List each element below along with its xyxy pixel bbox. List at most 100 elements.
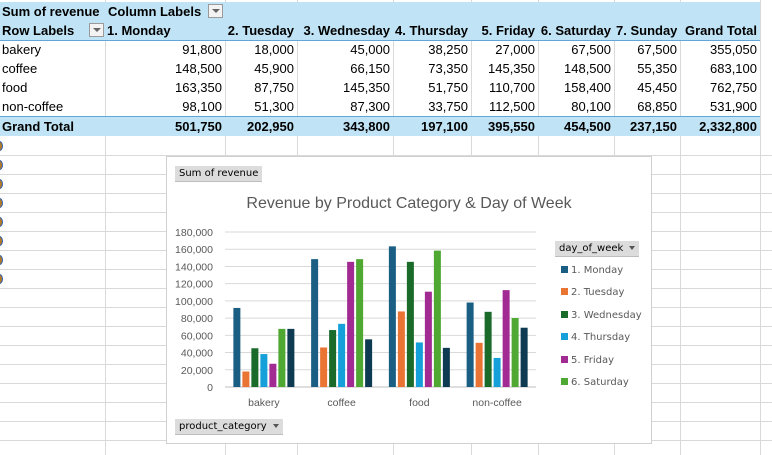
value-cell[interactable]: 148,500 — [564, 61, 611, 76]
x-tick-label: coffee — [327, 397, 356, 409]
value-cell[interactable]: 355,050 — [710, 42, 757, 57]
grand-total-row: Grand Total 501,750 202,950 343,800 197,100… — [0, 116, 760, 136]
value-cell[interactable]: 66,150 — [350, 61, 390, 76]
value-cell[interactable]: 87,750 — [254, 80, 294, 95]
bar-coffee-thursday[interactable] — [338, 323, 346, 387]
column-labels-filter-dropdown[interactable] — [208, 4, 223, 18]
bar-bakery-wednesday[interactable] — [251, 348, 259, 387]
legend-item[interactable]: 3. Wednesday — [561, 309, 642, 323]
bar-bakery-friday[interactable] — [269, 363, 277, 387]
row-labels-filter-dropdown[interactable] — [89, 23, 104, 37]
pivot-chart[interactable]: Sum of revenue Revenue by Product Catego… — [166, 156, 652, 444]
grand-total-cell[interactable]: 501,750 — [175, 119, 222, 134]
legend-swatch-icon — [561, 355, 568, 363]
bar-bakery-monday[interactable] — [233, 307, 241, 387]
value-cell[interactable]: 91,800 — [182, 42, 222, 57]
column-header: 2. Tuesday — [227, 23, 294, 38]
value-cell[interactable]: 33,750 — [428, 99, 468, 114]
bar-coffee-friday[interactable] — [347, 261, 355, 387]
y-tick-label: 100,000 — [175, 296, 213, 308]
legend-item[interactable]: 4. Thursday — [561, 331, 630, 345]
y-tick-label: 140,000 — [175, 261, 213, 273]
value-cell[interactable]: 55,350 — [637, 61, 677, 76]
value-cell[interactable]: 145,350 — [488, 61, 535, 76]
grand-total-cell[interactable]: 454,500 — [564, 119, 611, 134]
value-field-button[interactable]: Sum of revenue — [175, 166, 263, 182]
value-cell[interactable]: 27,000 — [495, 42, 535, 57]
y-tick-label: 60,000 — [181, 330, 213, 342]
bar-food-saturday[interactable] — [433, 250, 441, 387]
value-cell[interactable]: 67,500 — [637, 42, 677, 57]
value-cell[interactable]: 38,250 — [428, 42, 468, 57]
legend-field-button-label: day_of_week — [559, 243, 624, 254]
bar-non-coffee-wednesday[interactable] — [484, 311, 492, 387]
legend-field-button[interactable]: day_of_week — [555, 241, 640, 257]
row-label[interactable]: food — [2, 80, 28, 95]
value-cell[interactable]: 145,350 — [343, 80, 390, 95]
column-header: 6. Saturday — [540, 23, 611, 38]
value-cell[interactable]: 148,500 — [175, 61, 222, 76]
row-label[interactable]: non-coffee — [2, 99, 64, 114]
value-cell[interactable]: 110,700 — [488, 80, 535, 95]
bar-bakery-saturday[interactable] — [278, 328, 286, 387]
y-tick-label: 20,000 — [181, 365, 213, 377]
grand-total-cell[interactable]: 202,950 — [247, 119, 294, 134]
value-cell[interactable]: 683,100 — [710, 61, 757, 76]
bar-non-coffee-monday[interactable] — [466, 302, 474, 387]
bar-food-sunday[interactable] — [442, 347, 450, 387]
grand-total-cell[interactable]: 395,550 — [488, 119, 535, 134]
value-cell[interactable]: 531,900 — [710, 99, 757, 114]
bar-bakery-tuesday[interactable] — [242, 371, 250, 388]
bar-non-coffee-thursday[interactable] — [493, 357, 501, 387]
value-cell[interactable]: 67,500 — [571, 42, 611, 57]
bar-bakery-thursday[interactable] — [260, 354, 268, 387]
value-cell[interactable]: 51,300 — [254, 99, 294, 114]
bar-non-coffee-saturday[interactable] — [511, 318, 519, 387]
legend-item[interactable]: 1. Monday — [561, 264, 623, 278]
value-cell[interactable]: 45,900 — [254, 61, 294, 76]
bar-coffee-wednesday[interactable] — [329, 330, 337, 387]
bar-coffee-saturday[interactable] — [356, 259, 364, 387]
grand-total-cell[interactable]: 343,800 — [343, 119, 390, 134]
legend-item[interactable]: 5. Friday — [561, 354, 614, 368]
bar-non-coffee-friday[interactable] — [502, 290, 510, 387]
row-label[interactable]: bakery — [2, 42, 42, 57]
axis-field-button[interactable]: product_category — [175, 419, 283, 435]
bar-coffee-monday[interactable] — [311, 259, 319, 387]
bar-coffee-sunday[interactable] — [365, 339, 373, 387]
bar-food-friday[interactable] — [424, 291, 432, 387]
bar-non-coffee-sunday[interactable] — [520, 327, 528, 387]
column-header: 1. Monday — [107, 23, 171, 38]
bar-non-coffee-tuesday[interactable] — [475, 342, 483, 387]
value-cell[interactable]: 158,400 — [564, 80, 611, 95]
value-cell[interactable]: 18,000 — [254, 42, 294, 57]
grand-total-cell[interactable]: 197,100 — [421, 119, 468, 134]
pivot-data-row: food 163,350 87,750 145,350 51,750 110,700 158… — [0, 78, 760, 97]
value-cell[interactable]: 98,100 — [182, 99, 222, 114]
legend-item[interactable]: 6. Saturday — [561, 376, 629, 390]
bar-food-wednesday[interactable] — [406, 261, 414, 387]
value-cell[interactable]: 163,350 — [175, 80, 222, 95]
value-cell[interactable]: 45,450 — [637, 80, 677, 95]
legend-item[interactable]: 2. Tuesday — [561, 286, 624, 300]
bar-food-thursday[interactable] — [415, 342, 423, 387]
value-cell[interactable]: 73,350 — [428, 61, 468, 76]
y-tick-label: 160,000 — [175, 244, 213, 256]
column-gridline — [105, 0, 106, 455]
value-cell[interactable]: 45,000 — [350, 42, 390, 57]
value-cell[interactable]: 112,500 — [488, 99, 535, 114]
value-cell[interactable]: 87,300 — [350, 99, 390, 114]
dropdown-arrow-icon — [629, 246, 636, 250]
value-cell[interactable]: 762,750 — [710, 80, 757, 95]
bar-coffee-tuesday[interactable] — [320, 347, 328, 387]
value-cell[interactable]: 51,750 — [428, 80, 468, 95]
bar-bakery-sunday[interactable] — [287, 328, 295, 387]
legend-label: 1. Monday — [571, 265, 624, 276]
row-label[interactable]: coffee — [2, 61, 38, 76]
grand-total-cell[interactable]: 2,332,800 — [699, 119, 757, 134]
bar-food-tuesday[interactable] — [397, 311, 405, 387]
value-cell[interactable]: 80,100 — [571, 99, 611, 114]
value-cell[interactable]: 68,850 — [637, 99, 677, 114]
grand-total-cell[interactable]: 237,150 — [630, 119, 677, 134]
bar-food-monday[interactable] — [388, 246, 396, 387]
